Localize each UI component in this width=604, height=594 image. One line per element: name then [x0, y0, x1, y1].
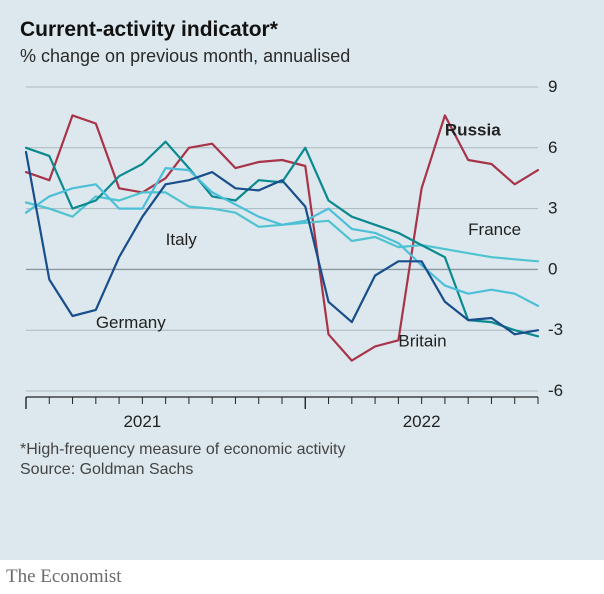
y-tick-label: 9 [548, 77, 557, 96]
series-france [26, 192, 538, 261]
y-tick-label: 0 [548, 259, 557, 278]
y-tick-label: -6 [548, 381, 563, 400]
series-britain [26, 168, 538, 306]
series-italy [26, 142, 538, 337]
line-chart: -6 -3 0 3 6 9 2021 2022 Russia France Italy Britain… [20, 75, 584, 435]
chart-source: Source: Goldman Sachs [20, 461, 584, 479]
series-label-italy: Italy [166, 230, 198, 249]
series-label-russia: Russia [445, 121, 501, 140]
chart-footnote: *High-frequency measure of economic acti… [20, 441, 584, 459]
x-tick-label: 2021 [123, 412, 161, 431]
chart-subtitle: % change on previous month, annualised [20, 46, 584, 67]
chart-card: Current-activity indicator* % change on … [0, 0, 604, 560]
publication-brand: The Economist [0, 560, 604, 588]
y-tick-label: 3 [548, 199, 557, 218]
chart-title: Current-activity indicator* [20, 18, 584, 42]
x-tick-label: 2022 [403, 412, 441, 431]
series-germany [26, 152, 538, 334]
series-label-france: France [468, 220, 521, 239]
y-tick-label: 6 [548, 138, 557, 157]
series-label-britain: Britain [398, 331, 446, 350]
chart-area: -6 -3 0 3 6 9 2021 2022 Russia France Italy Britain… [20, 75, 584, 435]
y-tick-label: -3 [548, 320, 563, 339]
series-label-germany: Germany [96, 313, 166, 332]
